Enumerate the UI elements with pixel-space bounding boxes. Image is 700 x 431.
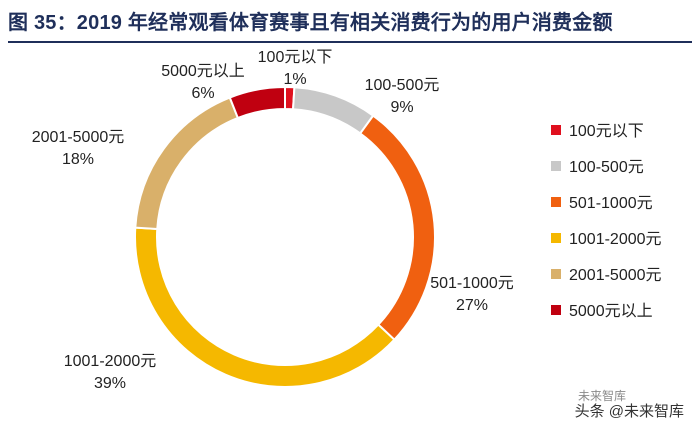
- slice-label-value-1: 9%: [390, 99, 413, 116]
- chart-legend: 100元以下 100-500元 501-1000元 1001-2000元 2001-50…: [551, 123, 662, 320]
- legend-swatch-2: [551, 197, 561, 207]
- slice-labels: 100元以下 1% 100-500元 9% 501-1000元 27% 1001-2000元…: [32, 49, 514, 392]
- slice-label-category-2: 501-1000元: [430, 275, 514, 292]
- legend-swatch-5: [551, 305, 561, 315]
- legend-label-2: 501-1000元: [569, 195, 653, 212]
- legend-swatch-0: [551, 125, 561, 135]
- slice-label-category-0: 100元以下: [258, 49, 333, 66]
- legend-label-5: 5000元以上: [569, 302, 653, 320]
- slice-label-value-3: 39%: [94, 375, 126, 392]
- legend-swatch-1: [551, 161, 561, 171]
- legend-label-0: 100元以下: [569, 123, 644, 140]
- title-underline: [8, 41, 692, 43]
- slice-label-category-5: 5000元以上: [161, 62, 245, 80]
- watermark-text: 头条 @未来智库: [574, 403, 684, 420]
- slice-label-value-4: 18%: [62, 151, 94, 168]
- legend-label-3: 1001-2000元: [569, 231, 662, 248]
- slice-1: [291, 86, 375, 135]
- legend-label-4: 2001-5000元: [569, 267, 662, 284]
- chart-title: 图 35：2019 年经常观看体育赛事且有相关消费行为的用户消费金额: [8, 12, 613, 34]
- slice-label-category-4: 2001-5000元: [32, 129, 125, 146]
- slice-label-value-0: 1%: [283, 71, 306, 88]
- donut-slices: [134, 85, 436, 388]
- slice-label-category-3: 1001-2000元: [64, 353, 157, 370]
- legend-label-1: 100-500元: [569, 159, 644, 176]
- watermark-logo-text: 未来智库: [577, 389, 626, 403]
- slice-3: [134, 226, 396, 388]
- slice-4: [134, 96, 240, 231]
- slice-label-value-5: 6%: [191, 85, 214, 102]
- slice-label-category-1: 100-500元: [365, 77, 440, 94]
- slice-label-value-2: 27%: [456, 297, 488, 314]
- slice-2: [358, 114, 436, 342]
- legend-swatch-3: [551, 233, 561, 243]
- legend-swatch-4: [551, 269, 561, 279]
- slice-5: [228, 85, 286, 120]
